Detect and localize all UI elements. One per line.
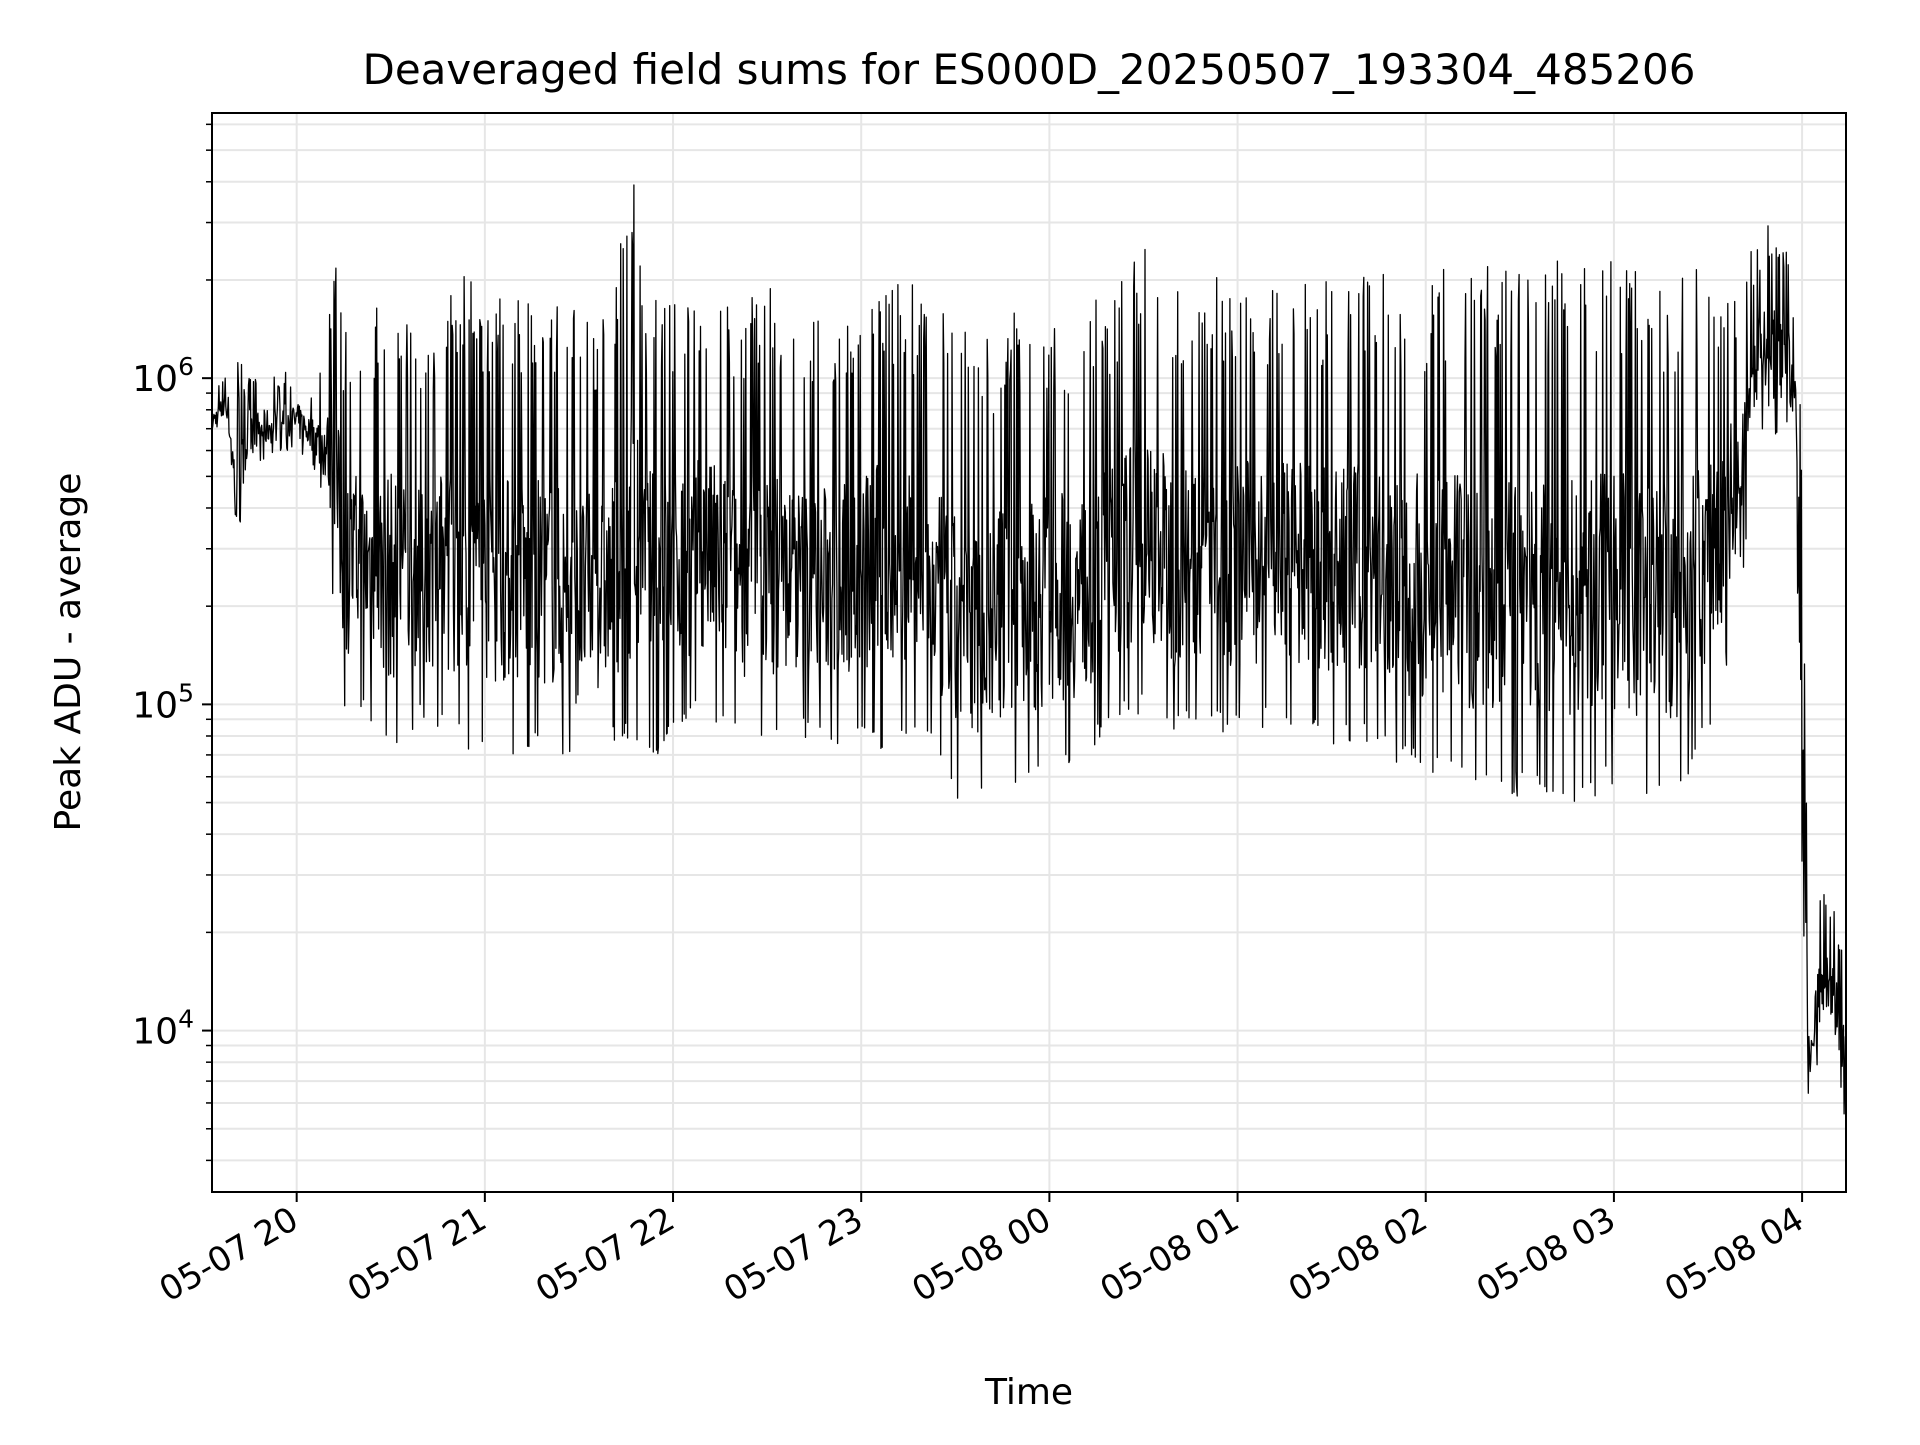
y-axis-label: Peak ADU - average [48,473,89,832]
plot-frame [211,112,1847,1193]
y-tick-label: 105 [132,678,194,726]
data-series-line [211,184,1847,1115]
chart-title: Deaveraged field sums for ES000D_2025050… [363,45,1696,94]
y-tick-label: 106 [132,352,194,400]
data-layer [211,184,1847,1115]
grid-layer [212,113,1846,1192]
y-tick-label: 104 [132,1005,194,1053]
x-axis-label: Time [984,1372,1073,1413]
